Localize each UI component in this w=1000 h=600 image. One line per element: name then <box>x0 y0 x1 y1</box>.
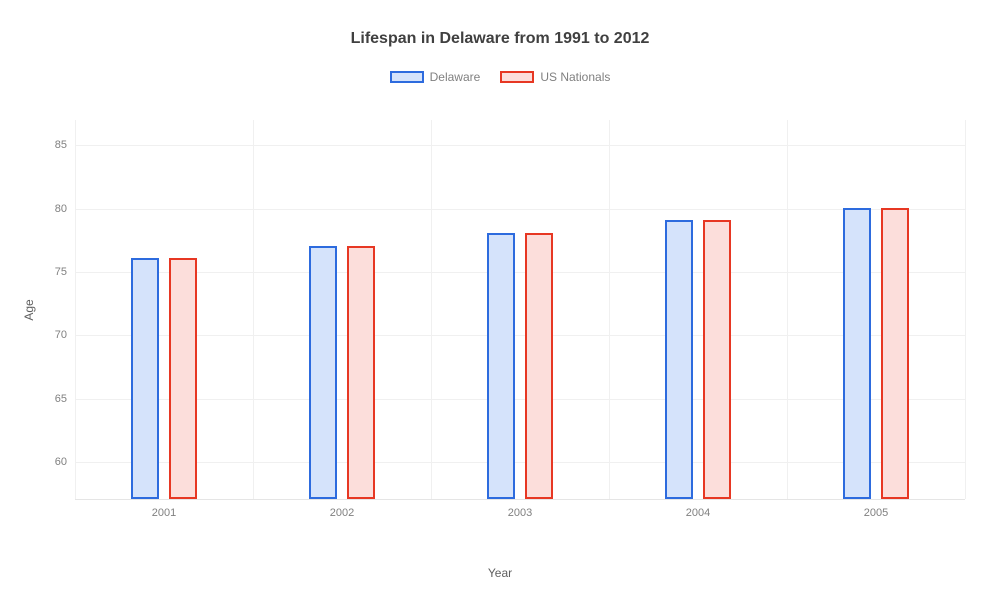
y-tick-label: 65 <box>55 393 67 405</box>
bar <box>169 258 197 499</box>
y-tick-label: 80 <box>55 203 67 215</box>
x-tick-label: 2003 <box>508 507 532 519</box>
bar <box>487 233 515 499</box>
y-tick-label: 75 <box>55 266 67 278</box>
legend-label: Delaware <box>430 70 481 84</box>
x-tick-label: 2005 <box>864 507 888 519</box>
legend: Delaware US Nationals <box>0 70 1000 84</box>
gridline <box>75 145 965 146</box>
bar <box>881 208 909 499</box>
x-tick-label: 2002 <box>330 507 354 519</box>
bar <box>665 220 693 499</box>
y-tick-label: 60 <box>55 456 67 468</box>
legend-label: US Nationals <box>540 70 610 84</box>
gridline <box>75 272 965 273</box>
legend-swatch-icon <box>500 71 534 83</box>
y-tick-label: 85 <box>55 139 67 151</box>
vertical-gridline <box>75 120 76 499</box>
gridline <box>75 462 965 463</box>
gridline <box>75 399 965 400</box>
vertical-gridline <box>431 120 432 499</box>
legend-item-us-nationals: US Nationals <box>500 70 610 84</box>
bar <box>843 208 871 499</box>
vertical-gridline <box>609 120 610 499</box>
bar <box>703 220 731 499</box>
y-axis-label: Age <box>22 299 36 320</box>
bar <box>309 246 337 499</box>
plot-area: 60657075808520012002200320042005 <box>75 120 965 500</box>
x-axis-label: Year <box>488 566 512 580</box>
vertical-gridline <box>253 120 254 499</box>
vertical-gridline <box>787 120 788 499</box>
legend-item-delaware: Delaware <box>390 70 481 84</box>
bar <box>347 246 375 499</box>
x-tick-label: 2001 <box>152 507 176 519</box>
bar <box>131 258 159 499</box>
chart-title: Lifespan in Delaware from 1991 to 2012 <box>0 0 1000 48</box>
bar <box>525 233 553 499</box>
gridline <box>75 209 965 210</box>
gridline <box>75 335 965 336</box>
plot-surface: 60657075808520012002200320042005 <box>75 120 965 500</box>
y-tick-label: 70 <box>55 329 67 341</box>
legend-swatch-icon <box>390 71 424 83</box>
vertical-gridline <box>965 120 966 499</box>
x-tick-label: 2004 <box>686 507 710 519</box>
